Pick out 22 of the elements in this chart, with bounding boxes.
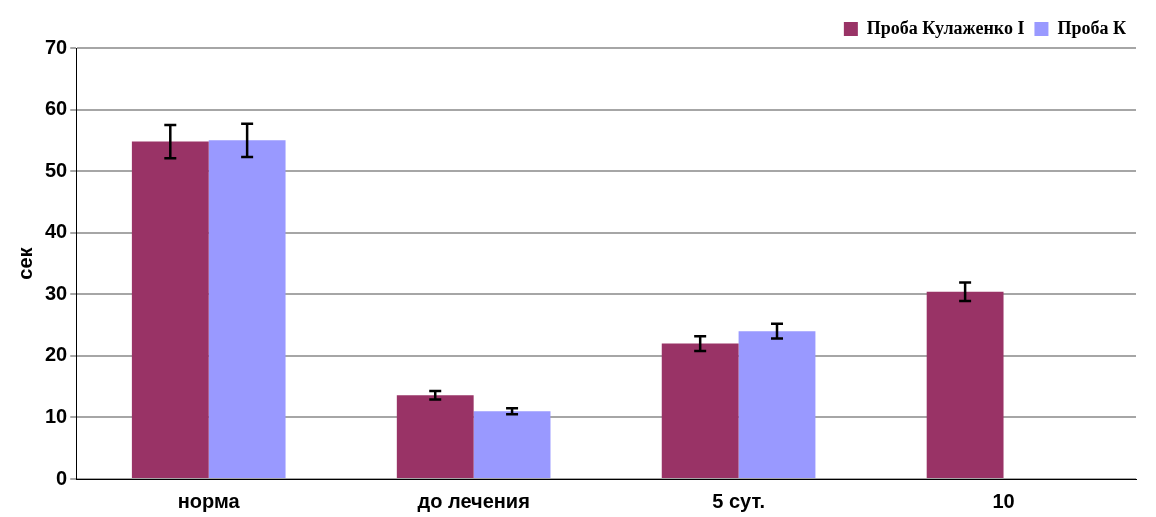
x-tick-label: до лечения [417, 489, 530, 512]
y-tick-label: 30 [45, 281, 68, 304]
y-tick-label: 70 [45, 35, 68, 58]
legend-label: Проба К [1057, 17, 1127, 38]
y-tick-label: 20 [45, 343, 68, 366]
legend-label: Проба Кулаженко I [866, 17, 1025, 38]
x-tick-label: норма [177, 489, 241, 512]
bar [661, 343, 739, 478]
bar [131, 141, 209, 478]
y-axis-title: сек [13, 246, 36, 280]
y-tick-label: 50 [45, 158, 68, 181]
x-tick-label: 5 сут. [712, 489, 765, 512]
bar [208, 140, 286, 478]
y-tick-label: 10 [45, 404, 68, 427]
bar [926, 291, 1004, 478]
x-tick-label: 10 [992, 489, 1015, 512]
y-tick-label: 60 [45, 97, 68, 120]
y-tick-label: 40 [45, 220, 68, 243]
bar [396, 395, 474, 478]
bar [738, 331, 816, 478]
y-tick-label: 0 [56, 466, 68, 489]
bar [473, 411, 551, 478]
